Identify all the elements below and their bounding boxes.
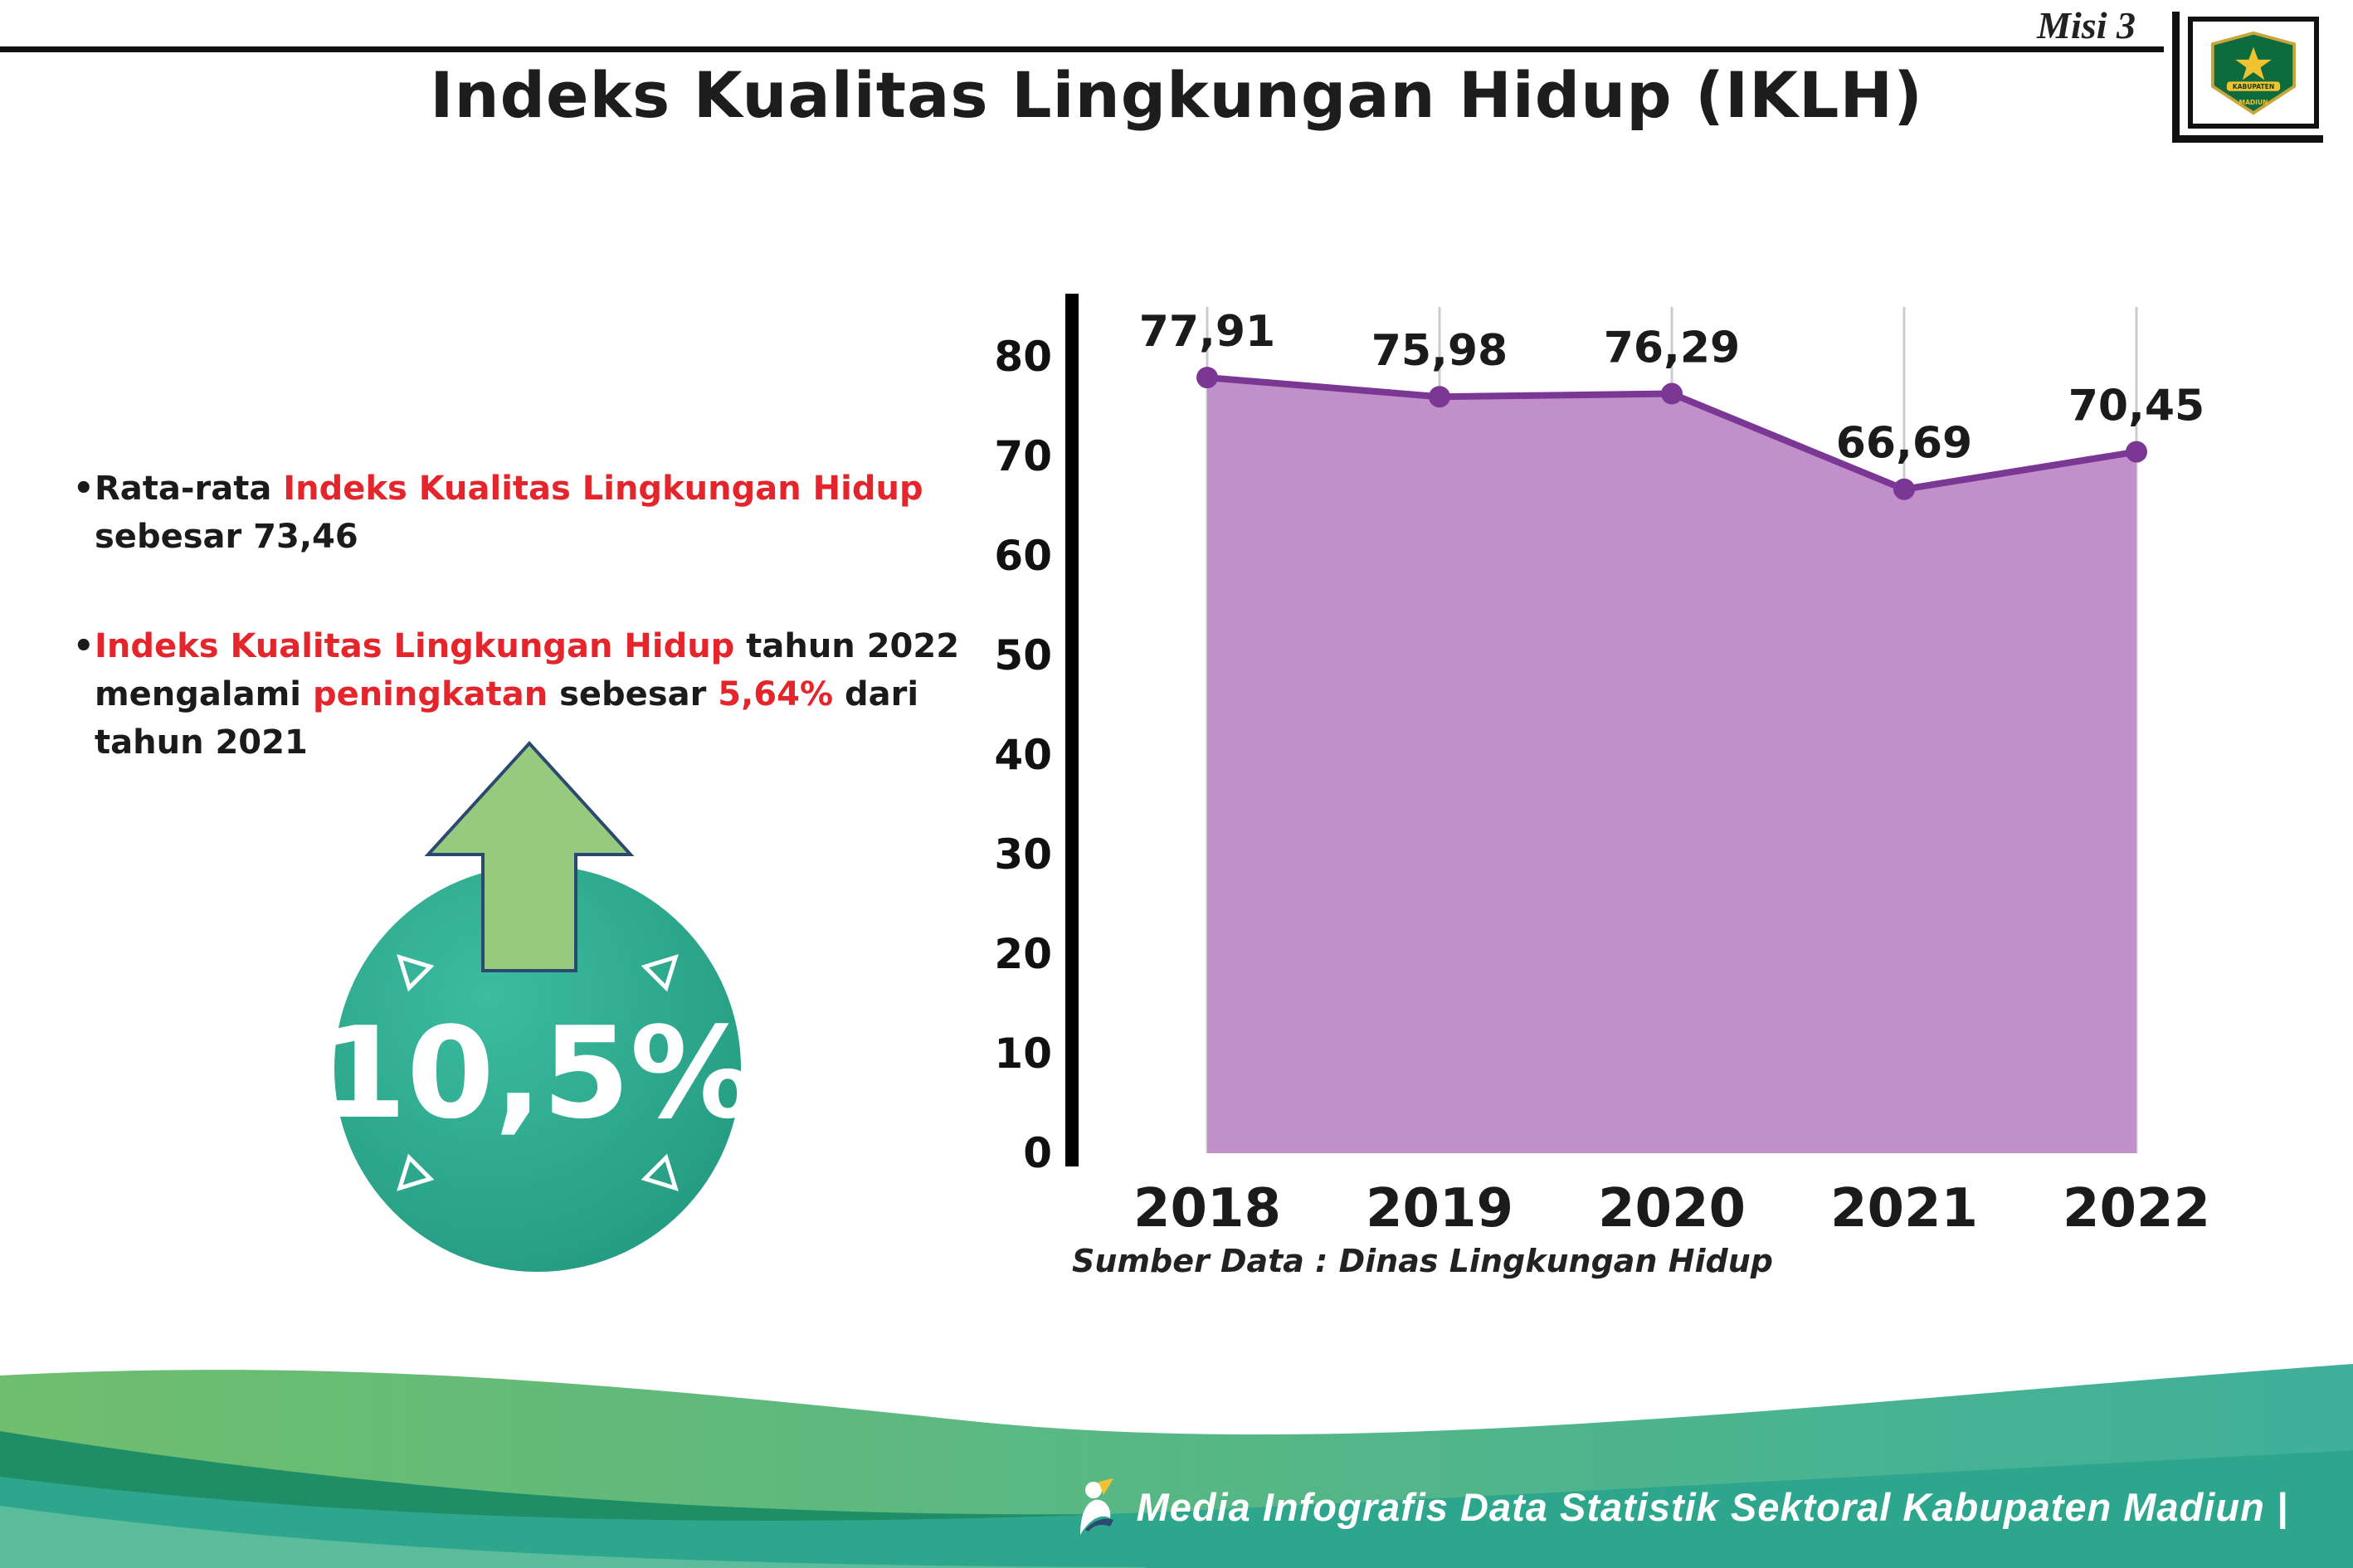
mascot-logo-icon — [1079, 1478, 1113, 1535]
bullet-average-iklh: •Rata-rata Indeks Kualitas Lingkungan Hi… — [73, 465, 1044, 561]
x-tick-label-2019: 2019 — [1366, 1178, 1513, 1239]
y-axis — [1065, 294, 1079, 1166]
bullet2-highlight-1: Indeks Kualitas Lingkungan Hidup — [95, 627, 735, 665]
bullet1-highlight: Indeks Kualitas Lingkungan Hidup — [283, 470, 923, 508]
x-tick-label-2021: 2021 — [1830, 1178, 1978, 1239]
header-divider — [0, 46, 2164, 52]
increase-badge-graphic: 10,5% — [319, 741, 757, 1272]
data-point-2022 — [2126, 441, 2147, 463]
point-label-2022: 70,45 — [2068, 382, 2204, 431]
point-label-2020: 76,29 — [1604, 324, 1740, 373]
footer-credit: Media Infografis Data Statistik Sektoral… — [1069, 1477, 2288, 1536]
misi-label: Misi 3 — [2037, 4, 2136, 46]
y-tick-label-70: 70 — [994, 432, 1052, 480]
logo-bottom-text: MADIUN — [2239, 98, 2268, 105]
footer-band-main — [0, 1450, 2353, 1568]
iklh-chart: 77,91 75,98 76,29 66,69 70,45 0 10 20 30 40 50 60 70… — [979, 290, 2323, 1253]
footer-band-bottom-left — [0, 1506, 1145, 1568]
area-fill — [1207, 377, 2136, 1153]
footer-text: Media Infografis Data Statistik Sektoral… — [1136, 1484, 2288, 1529]
bullet2-highlight-3: 5,64% — [718, 675, 834, 713]
x-tick-label-2022: 2022 — [2063, 1178, 2210, 1239]
logo-top-text: KABUPATEN — [2233, 82, 2274, 90]
bullet-average-text: Rata-rata Indeks Kualitas Lingkungan Hid… — [95, 465, 1039, 561]
increase-badge: 10,5% — [305, 728, 770, 1286]
bullet2-post: dari tahun 2021 — [95, 675, 919, 762]
y-tick-label-50: 50 — [994, 631, 1052, 679]
footer-wave: Media Infografis Data Statistik Sektoral… — [0, 1352, 2353, 1568]
x-tick-label-2020: 2020 — [1598, 1178, 1746, 1239]
data-source: Sumber Data : Dinas Lingkungan Hidup — [1072, 1243, 1773, 1279]
bullet2-mid-2: sebesar — [548, 675, 719, 713]
footer-wave-graphic — [0, 1364, 2353, 1568]
y-tick-label-0: 0 — [1023, 1129, 1052, 1177]
badge-circle — [334, 865, 741, 1272]
badge-value: 10,5% — [319, 1000, 756, 1147]
data-point-2019 — [1429, 386, 1450, 408]
point-label-2018: 77,91 — [1139, 307, 1275, 357]
data-point-2020 — [1661, 382, 1683, 405]
point-label-2019: 75,98 — [1371, 326, 1508, 376]
page-title: Indeks Kualitas Lingkungan Hidup (IKLH) — [430, 58, 1923, 132]
kabupaten-madiun-logo: KABUPATEN MADIUN — [2188, 17, 2319, 129]
bullet-marker: • — [73, 470, 95, 508]
y-tick-label-60: 60 — [994, 532, 1052, 580]
y-tick-label-40: 40 — [994, 731, 1052, 779]
data-point-2021 — [1893, 478, 1915, 500]
bullet-increase-text: Indeks Kualitas Lingkungan Hidup tahun 2… — [95, 622, 1039, 767]
bullet-increase-2022: •Indeks Kualitas Lingkungan Hidup tahun … — [73, 622, 1044, 767]
bullet1-pre: Rata-rata — [95, 470, 284, 508]
bullet-marker: • — [73, 627, 95, 665]
x-tick-label-2018: 2018 — [1133, 1178, 1281, 1239]
y-tick-label-30: 30 — [994, 830, 1052, 879]
up-arrow-icon — [424, 741, 635, 972]
iklh-area-chart: 77,91 75,98 76,29 66,69 70,45 0 10 20 30 40 50 60 70… — [994, 294, 2210, 1239]
badge-tick-marks — [397, 954, 679, 1191]
key-points: •Rata-rata Indeks Kualitas Lingkungan Hi… — [73, 465, 1044, 828]
kabupaten-madiun-emblem-icon: KABUPATEN MADIUN — [2210, 31, 2297, 114]
point-label-2021: 66,69 — [1836, 419, 1972, 469]
logo-frame: KABUPATEN MADIUN — [2172, 12, 2323, 143]
bullet2-highlight-2: peningkatan — [312, 675, 548, 713]
y-tick-label-10: 10 — [994, 1030, 1052, 1078]
bullet2-mid-1: tahun 2022 mengalami — [95, 627, 960, 713]
y-tick-label-80: 80 — [994, 333, 1052, 381]
bullet1-post: sebesar 73,46 — [95, 518, 358, 556]
data-point-2018 — [1196, 367, 1218, 389]
y-tick-label-20: 20 — [994, 930, 1052, 978]
